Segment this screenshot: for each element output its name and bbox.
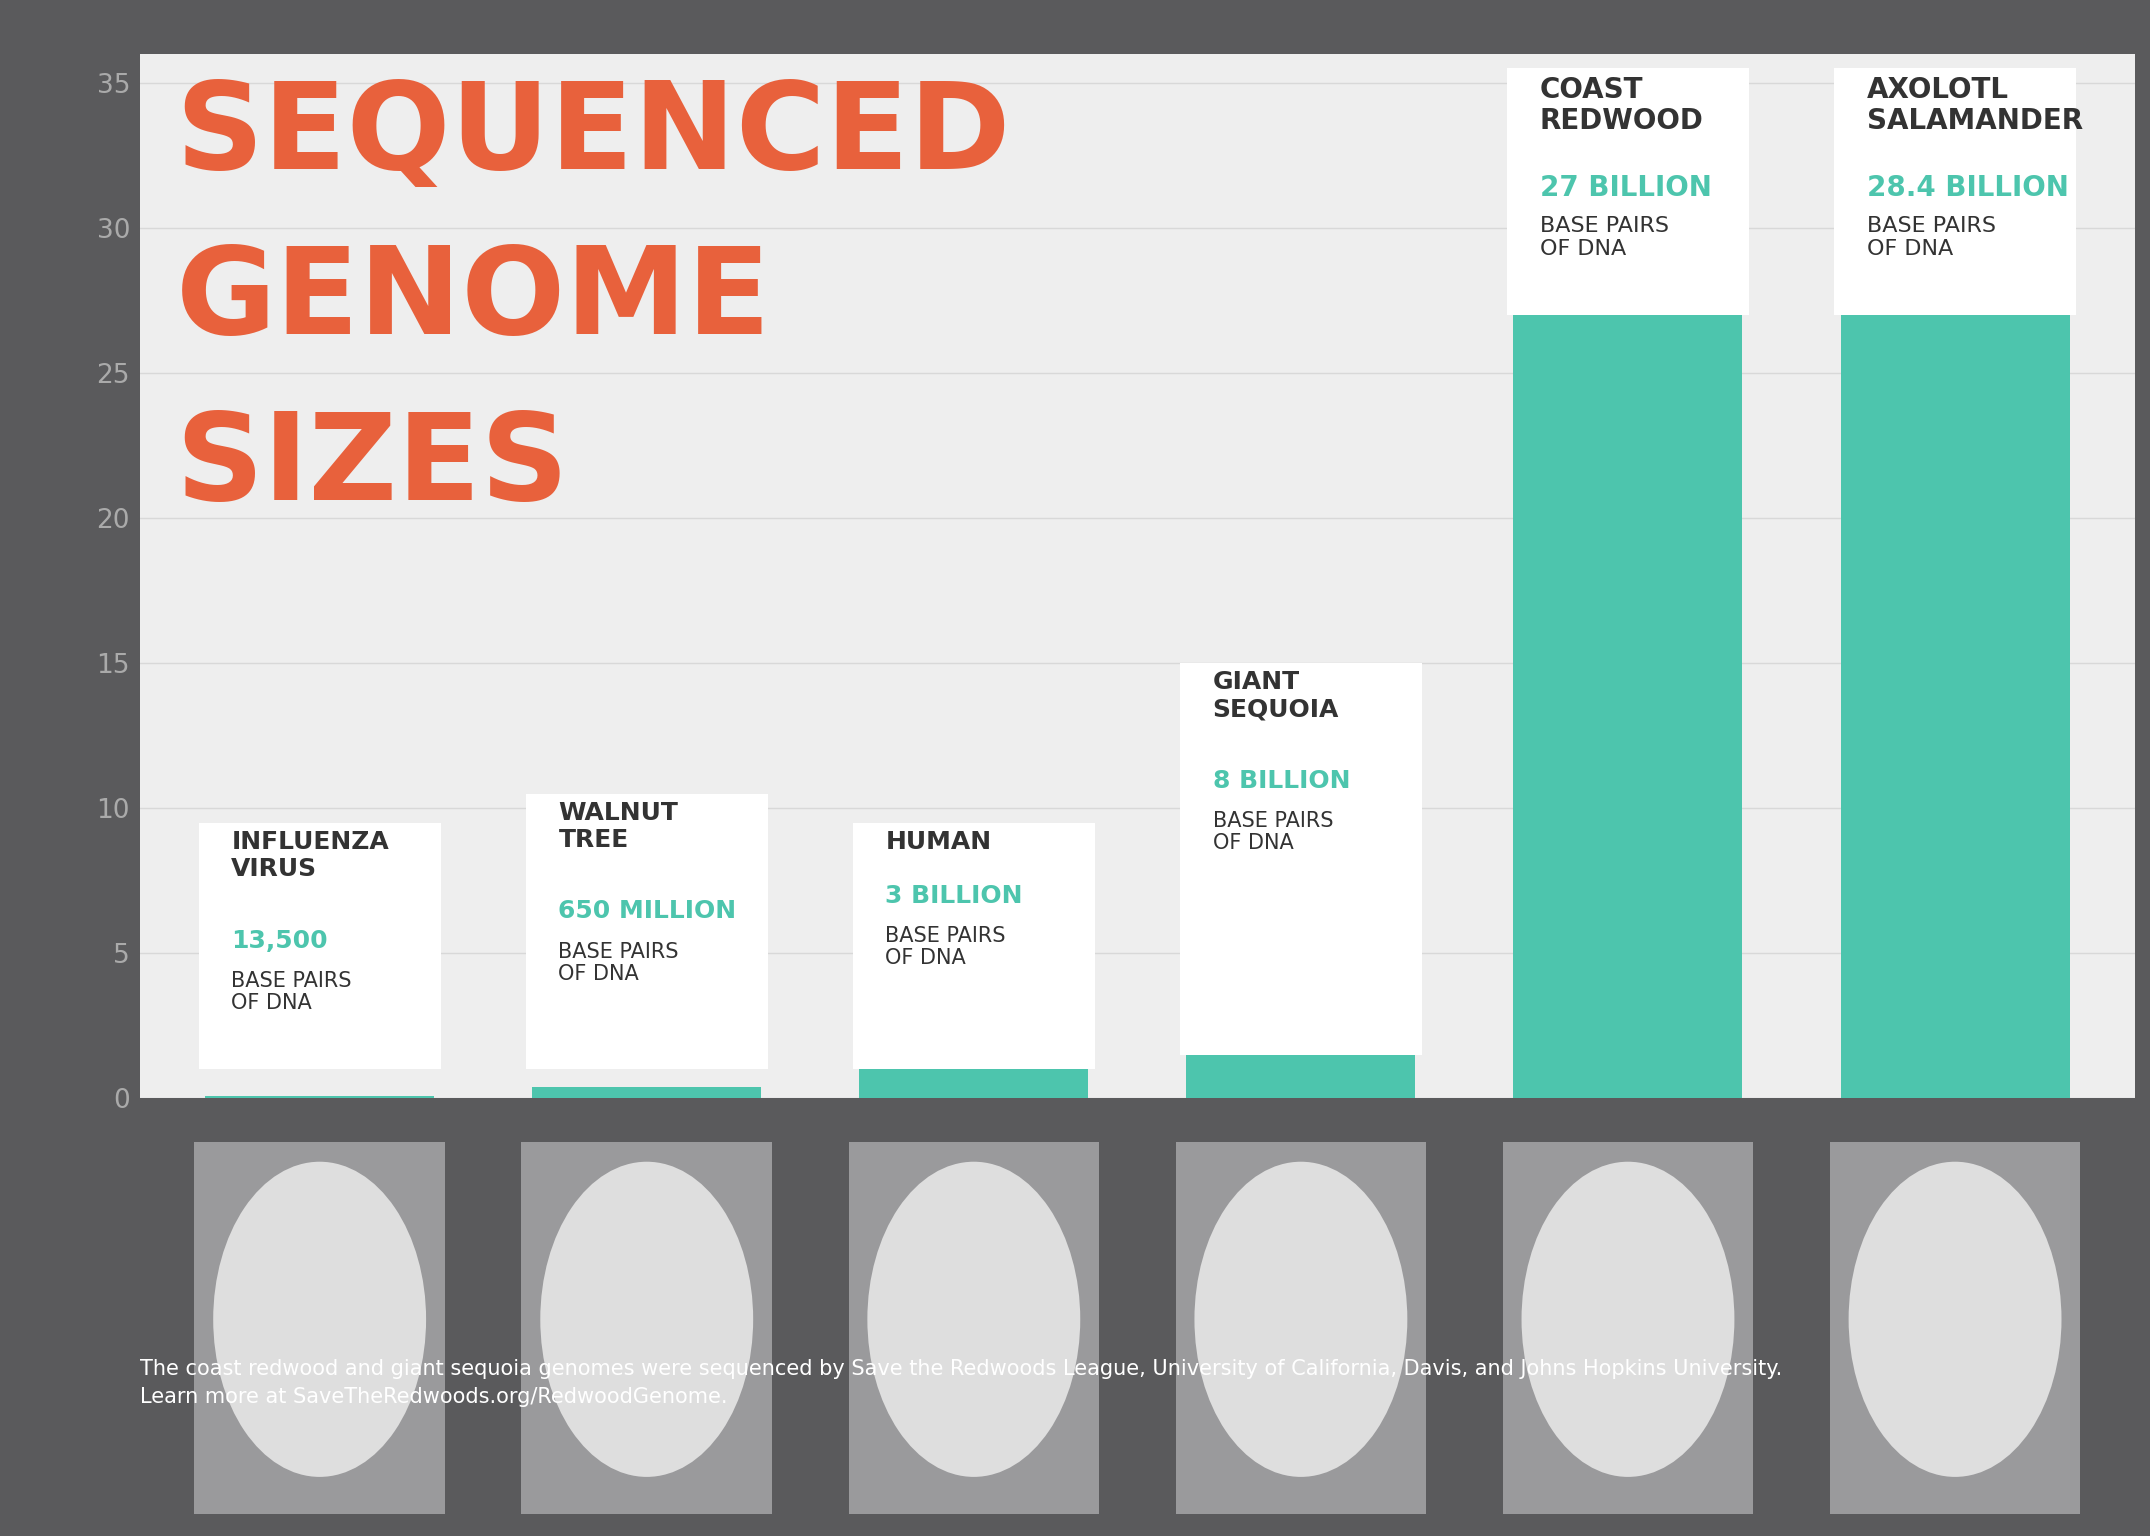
Bar xyxy=(1176,1143,1425,1514)
Text: 28.4 BILLION: 28.4 BILLION xyxy=(1866,174,2068,203)
Bar xyxy=(1840,275,2070,1098)
Text: BASE PAIRS
OF DNA: BASE PAIRS OF DNA xyxy=(1866,217,1995,258)
Bar xyxy=(204,1097,434,1098)
Ellipse shape xyxy=(1522,1161,1735,1478)
Text: BASE PAIRS
OF DNA: BASE PAIRS OF DNA xyxy=(1213,811,1333,854)
Bar xyxy=(1503,1143,1752,1514)
Text: GENOME: GENOME xyxy=(176,243,772,359)
Bar xyxy=(1830,1143,2081,1514)
FancyBboxPatch shape xyxy=(527,794,768,1069)
Bar xyxy=(533,1086,761,1098)
Ellipse shape xyxy=(866,1161,1079,1478)
Text: BASE PAIRS
OF DNA: BASE PAIRS OF DNA xyxy=(559,942,679,985)
Text: The coast redwood and giant sequoia genomes were sequenced by Save the Redwoods : The coast redwood and giant sequoia geno… xyxy=(140,1359,1782,1407)
Text: HUMAN: HUMAN xyxy=(886,829,991,854)
FancyBboxPatch shape xyxy=(1834,68,2077,315)
Text: BASE PAIRS
OF DNA: BASE PAIRS OF DNA xyxy=(1539,217,1668,258)
Ellipse shape xyxy=(1195,1161,1408,1478)
Text: WALNUT
TREE: WALNUT TREE xyxy=(559,800,677,851)
Text: 3 BILLION: 3 BILLION xyxy=(886,883,1023,908)
Text: 27 BILLION: 27 BILLION xyxy=(1539,174,1711,203)
Text: BASE PAIRS
OF DNA: BASE PAIRS OF DNA xyxy=(232,971,353,1012)
Bar xyxy=(849,1143,1099,1514)
Text: COAST
REDWOOD: COAST REDWOOD xyxy=(1539,75,1703,135)
Text: INFLUENZA
VIRUS: INFLUENZA VIRUS xyxy=(232,829,389,880)
Text: 13,500: 13,500 xyxy=(232,928,329,952)
Text: GIANT
SEQUOIA: GIANT SEQUOIA xyxy=(1213,670,1339,720)
Text: BASE PAIRS
OF DNA: BASE PAIRS OF DNA xyxy=(886,926,1006,968)
FancyBboxPatch shape xyxy=(1507,68,1748,315)
Text: 650 MILLION: 650 MILLION xyxy=(559,900,737,923)
Text: SEQUENCED: SEQUENCED xyxy=(176,77,1010,194)
Bar xyxy=(860,1011,1088,1098)
Bar xyxy=(1187,866,1415,1098)
Bar xyxy=(1514,315,1742,1098)
Ellipse shape xyxy=(540,1161,752,1478)
Bar xyxy=(194,1143,445,1514)
FancyBboxPatch shape xyxy=(1180,664,1421,1055)
FancyBboxPatch shape xyxy=(854,823,1094,1069)
Text: 8 BILLION: 8 BILLION xyxy=(1213,770,1350,793)
Text: SIZES: SIZES xyxy=(176,407,570,525)
Text: AXOLOTL
SALAMANDER: AXOLOTL SALAMANDER xyxy=(1866,75,2083,135)
Bar xyxy=(522,1143,772,1514)
Ellipse shape xyxy=(1849,1161,2062,1478)
FancyBboxPatch shape xyxy=(198,823,441,1069)
Ellipse shape xyxy=(213,1161,426,1478)
